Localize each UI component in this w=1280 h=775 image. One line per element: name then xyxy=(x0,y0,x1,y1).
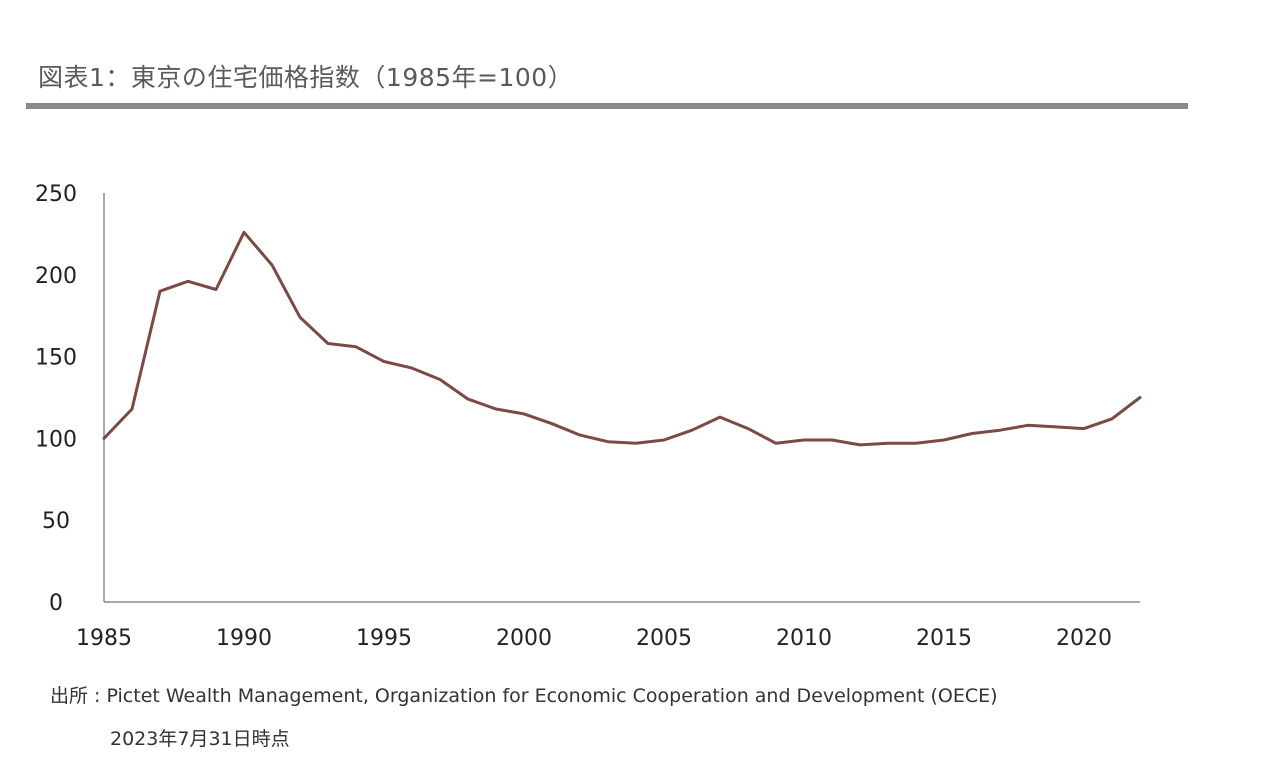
y-tick-label: 0 xyxy=(49,591,63,616)
y-tick-label: 200 xyxy=(35,264,77,289)
chart-axes xyxy=(103,193,1140,603)
x-tick-label: 2015 xyxy=(916,626,972,651)
as-of-date: 2023年7月31日時点 xyxy=(110,728,290,750)
series-line xyxy=(102,230,1142,447)
y-tick-label: 150 xyxy=(35,346,77,371)
y-tick-label: 250 xyxy=(35,182,77,207)
x-tick-label: 1990 xyxy=(216,626,272,651)
y-tick-label: 50 xyxy=(42,509,70,534)
x-tick-label: 2020 xyxy=(1056,626,1112,651)
x-tick-label: 2000 xyxy=(496,626,552,651)
x-tick-label: 2005 xyxy=(636,626,692,651)
title-divider xyxy=(26,103,1188,109)
x-tick-label: 2010 xyxy=(776,626,832,651)
chart-title: 図表1：東京の住宅価格指数（1985年=100） xyxy=(38,63,574,92)
y-tick-label: 100 xyxy=(35,427,77,452)
tick-labels: 0 50 100 150 200 250 1985 1990 1995 2000 2005 2010 2… xyxy=(35,182,1112,651)
series-lines xyxy=(102,230,1142,447)
x-tick-label: 1995 xyxy=(356,626,412,651)
x-tick-label: 1985 xyxy=(76,626,132,651)
source-note: 出所 : Pictet Wealth Management, Organizat… xyxy=(50,685,998,707)
